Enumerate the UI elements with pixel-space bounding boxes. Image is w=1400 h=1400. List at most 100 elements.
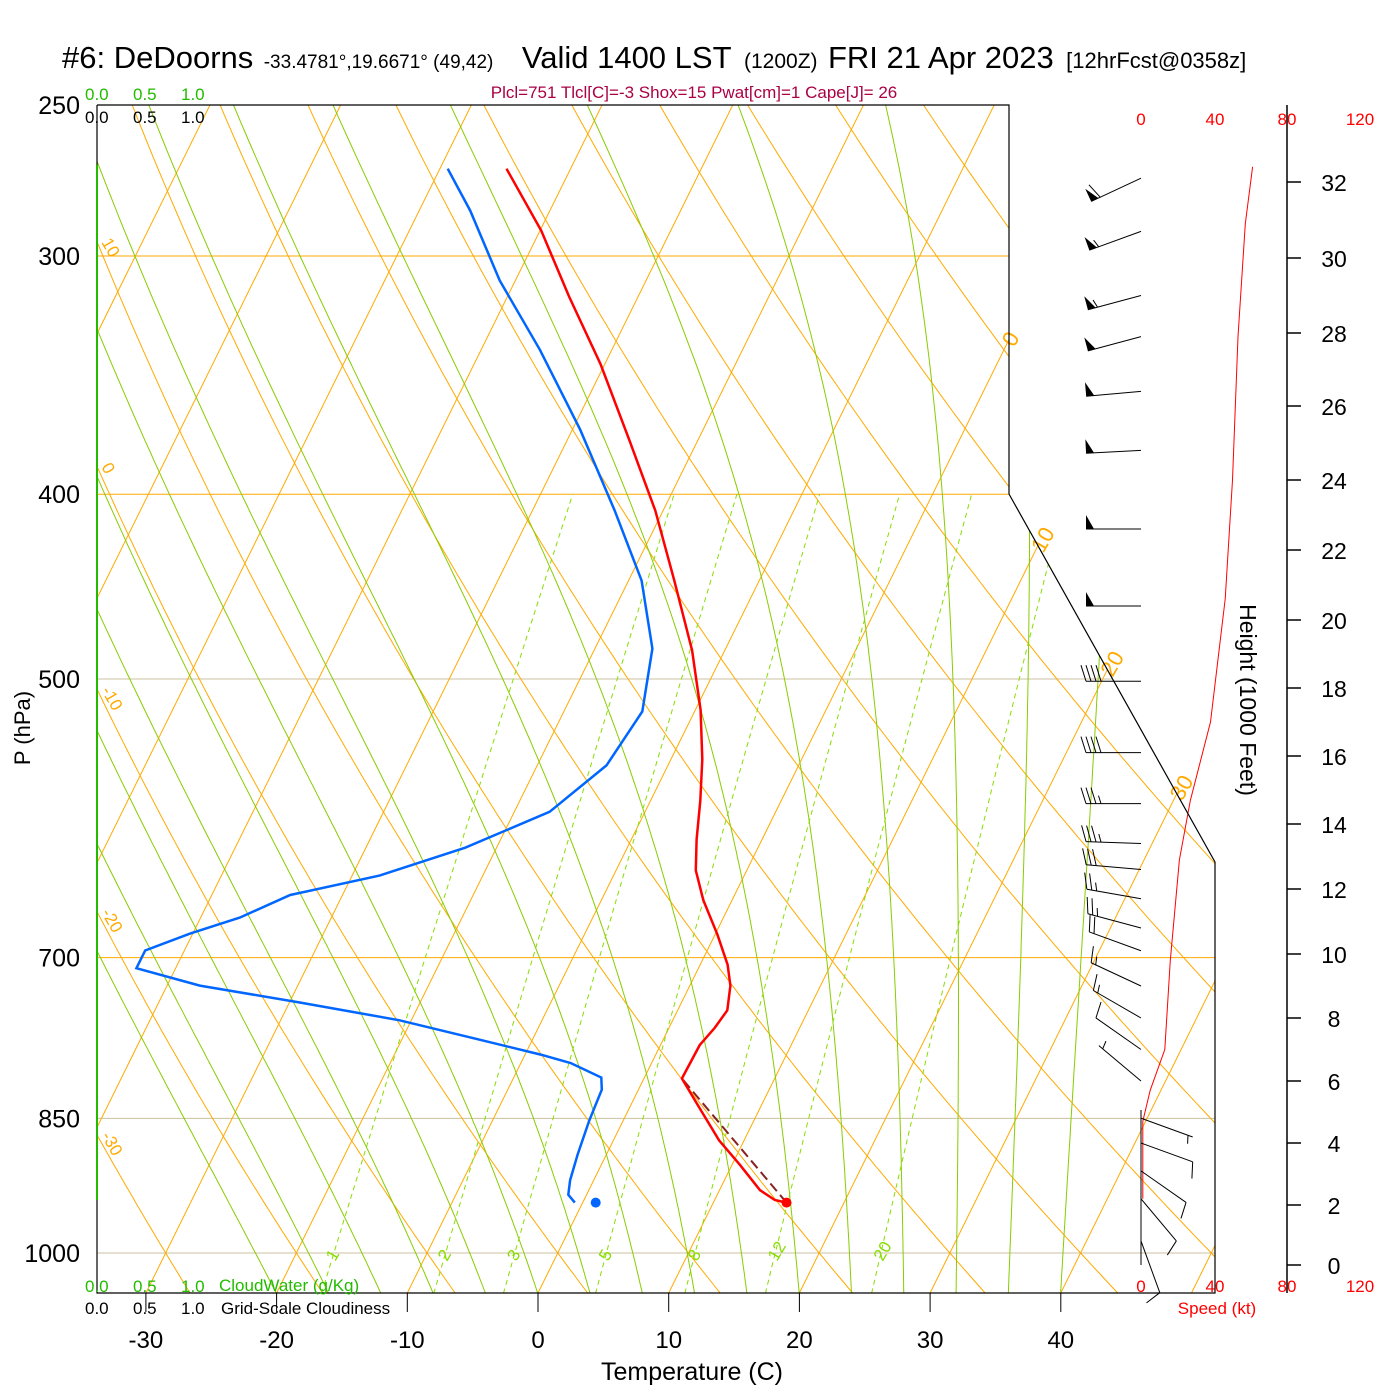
barb-staff — [1086, 841, 1142, 844]
barb-staff — [1140, 1198, 1177, 1242]
wind-barb — [1140, 1142, 1194, 1179]
wind-barb — [1140, 1117, 1193, 1144]
dry-adiabat-line — [97, 105, 456, 1293]
temperature-tick-label: -20 — [259, 1327, 294, 1354]
wind-barb — [1085, 177, 1142, 202]
barb-pennant — [1084, 382, 1095, 397]
wind-barb — [1084, 336, 1142, 352]
temperature-tick-label: 30 — [917, 1327, 944, 1354]
wind-barb — [1080, 665, 1141, 682]
dry-adiabat-line — [97, 105, 721, 1293]
pressure-tick-label: 400 — [38, 481, 80, 509]
wind-barb — [1086, 592, 1141, 607]
barb-feather — [1090, 787, 1097, 804]
dry-adiabat-line — [97, 105, 589, 1293]
barb-half-feather — [1095, 956, 1098, 965]
wind-barb — [1090, 946, 1142, 987]
valid-date: FRI 21 Apr 2023 — [828, 40, 1054, 75]
mixing-ratio-line — [871, 494, 1067, 1293]
wind-barb — [1086, 896, 1142, 929]
barb-feather — [1080, 787, 1087, 804]
dewpoint-line — [134, 168, 654, 1204]
wind-speed-line — [1142, 166, 1254, 1199]
speed-tick: 120 — [1346, 110, 1374, 129]
mixing-ratio-label: 20 — [870, 1238, 896, 1264]
barb-feather — [1085, 736, 1092, 753]
barb-staff — [1086, 390, 1142, 397]
background-lines — [97, 105, 1215, 1293]
mixing-ratio-label: 12 — [764, 1238, 790, 1264]
mixing-ratio-label: 3 — [503, 1246, 524, 1264]
dry-adiabat-line — [474, 105, 1215, 1293]
barb-half-feather — [1093, 239, 1100, 248]
height-tick-label: 32 — [1321, 170, 1347, 196]
pressure-tick-label: 700 — [38, 945, 80, 973]
barb-feather — [1092, 849, 1097, 866]
speed-scale: 0 40 80 120 0 40 80 120 Speed (kt) — [1136, 110, 1374, 1318]
dry-adiabat-label: -20 — [98, 905, 127, 936]
barb-feather — [1082, 848, 1087, 865]
height-tick-label: 8 — [1328, 1006, 1341, 1032]
mixing-ratio-label: 8 — [684, 1246, 705, 1264]
mixing-ratio-line — [764, 494, 973, 1293]
barb-feather — [1095, 1001, 1102, 1019]
barb-staff — [1098, 1045, 1142, 1082]
isotherm-line — [97, 105, 472, 1293]
barb-feather — [1092, 974, 1098, 991]
wind-barb — [1084, 295, 1142, 311]
cloud-cover-tick: 0.0 — [85, 108, 109, 127]
barb-staff — [1140, 1117, 1193, 1138]
chart-title: #6: DeDoorns -33.4781°,19.6671° (49,42) … — [62, 40, 1246, 75]
dry-adiabat-line — [737, 105, 1215, 1293]
wind-barb — [1084, 872, 1142, 900]
height-axis-label: Height (1000 Feet) — [1235, 604, 1261, 796]
temperature-line — [505, 168, 787, 1204]
barb-staff — [1089, 931, 1142, 952]
speed-tick: 40 — [1206, 110, 1225, 129]
height-tick-label: 4 — [1328, 1131, 1341, 1157]
valid-time: Valid 1400 LST — [522, 40, 732, 75]
barb-half-feather — [1098, 795, 1102, 804]
stability-indices: Plcl=751 Tlcl[C]=-3 Shox=15 Pwat[cm]=1 C… — [491, 83, 898, 102]
barb-feather — [1095, 665, 1102, 682]
speed-tick: 0 — [1136, 1277, 1145, 1296]
temperature-tick-label: -10 — [390, 1327, 425, 1354]
barb-feather — [1085, 787, 1092, 804]
isotherm-label: 0 — [997, 327, 1025, 350]
height-tick-label: 30 — [1321, 246, 1347, 272]
wind-barb — [1095, 1001, 1142, 1050]
moist-adiabat-line — [97, 105, 434, 1293]
isotherm-line — [668, 105, 1215, 1293]
moist-adiabat-line — [97, 105, 330, 1293]
barb-feather — [1084, 872, 1088, 890]
barb-half-feather — [1092, 299, 1098, 308]
cloud-cover-tick: 0.5 — [133, 108, 157, 127]
barb-feather — [1080, 665, 1087, 682]
barb-feather — [1090, 736, 1097, 753]
mixing-ratio-label: 2 — [434, 1246, 455, 1264]
wind-barb — [1088, 915, 1142, 952]
barb-feather — [1191, 1161, 1194, 1179]
speed-tick: 80 — [1278, 110, 1297, 129]
moist-adiabat-line — [1007, 105, 1030, 1293]
forecast-info: [12hrFcst@0358z] — [1066, 48, 1246, 73]
barb-feather — [1088, 184, 1101, 198]
moist-adiabat-line — [449, 105, 800, 1293]
isotherm-line — [97, 105, 603, 1293]
wind-barb — [1080, 787, 1141, 805]
cloud-water-tick: 1.0 — [181, 1277, 205, 1296]
barb-feather — [1090, 665, 1097, 682]
speed-tick: 0 — [1136, 110, 1145, 129]
barb-pennant — [1085, 188, 1099, 202]
barb-staff — [1140, 1240, 1161, 1293]
surface-dewpoint-dot — [590, 1197, 601, 1208]
isotherm-line — [929, 105, 1215, 1293]
cloud-cover-tick: 0.5 — [133, 1299, 157, 1318]
barb-staff — [1087, 295, 1142, 311]
moist-adiabat-line — [1060, 105, 1123, 1293]
barb-feather — [1087, 848, 1092, 866]
moist-adiabat-line — [148, 105, 643, 1293]
dry-adiabat-label: -10 — [98, 683, 127, 714]
wind-barb — [1082, 848, 1142, 870]
